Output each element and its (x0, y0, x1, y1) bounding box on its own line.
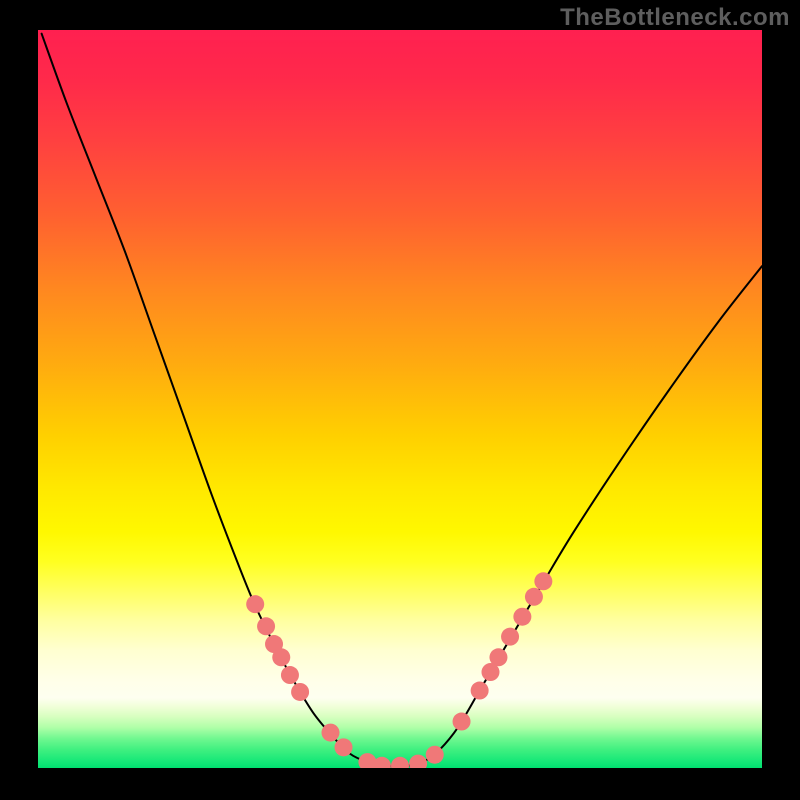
watermark-text: TheBottleneck.com (560, 4, 790, 32)
data-point (335, 738, 353, 756)
data-point (453, 713, 471, 731)
data-point (513, 608, 531, 626)
data-point (291, 683, 309, 701)
data-point (373, 757, 391, 775)
data-point (471, 682, 489, 700)
plot-background (38, 30, 762, 768)
data-point (257, 617, 275, 635)
data-point (281, 666, 299, 684)
data-point (246, 595, 264, 613)
data-point (272, 648, 290, 666)
data-point (489, 648, 507, 666)
data-point (501, 628, 519, 646)
data-point (322, 724, 340, 742)
data-point (426, 746, 444, 764)
data-point (391, 757, 409, 775)
data-point (409, 755, 427, 773)
data-point (525, 588, 543, 606)
data-point (534, 572, 552, 590)
bottleneck-chart (0, 0, 800, 800)
